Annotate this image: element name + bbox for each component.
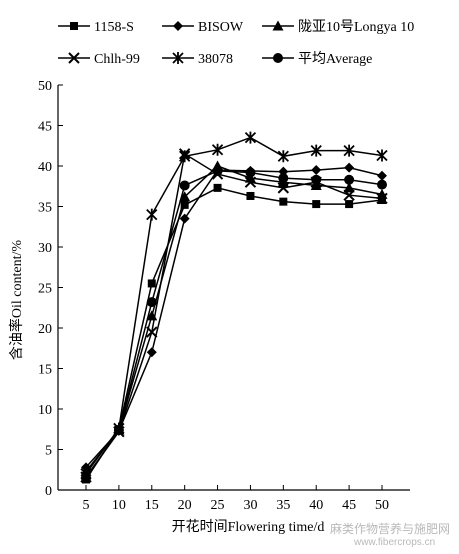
x-tick-label: 10 (112, 498, 126, 513)
data-point-marker (244, 176, 257, 188)
x-tick-label: 35 (276, 498, 290, 513)
x-tick-label: 30 (243, 498, 257, 513)
legend-item: Chlh-99 (58, 52, 140, 67)
data-point-marker (277, 150, 289, 163)
data-point-marker (344, 162, 355, 173)
y-tick-label: 5 (45, 444, 52, 459)
legend-label: Chlh-99 (94, 52, 140, 67)
data-point-marker (213, 183, 222, 192)
data-point-marker (244, 131, 257, 144)
data-point-marker (146, 347, 157, 358)
data-point-marker (212, 165, 223, 176)
legend-label: 38078 (198, 52, 233, 67)
data-point-marker (146, 310, 158, 321)
series-line-2 (85, 166, 383, 468)
y-tick-label: 0 (45, 484, 52, 499)
x-tick-label: 40 (309, 498, 323, 513)
x-tick-label: 15 (145, 498, 159, 513)
data-point-marker (211, 143, 224, 156)
legend-marker (273, 53, 283, 63)
y-tick-label: 35 (38, 201, 52, 216)
data-point-marker (311, 174, 322, 185)
y-axis-title: 含油率Oil content/% (8, 240, 25, 360)
data-point-marker (245, 167, 256, 178)
y-tick-label: 15 (38, 363, 52, 378)
data-point-marker (312, 200, 321, 209)
series-line-1 (85, 187, 383, 480)
legend-marker (172, 52, 184, 64)
data-point-marker (146, 208, 158, 221)
y-tick-label: 50 (38, 79, 52, 94)
data-point-marker (81, 472, 91, 483)
x-tick-label: 50 (375, 498, 389, 513)
watermark-url: www.fibercrops.cn (354, 537, 436, 548)
data-point-marker (113, 425, 124, 436)
legend-label: BISOW (198, 20, 244, 35)
legend-label: 1158-S (94, 20, 134, 35)
data-point-marker (343, 189, 355, 201)
series-lines (85, 136, 383, 480)
data-point-marker (278, 173, 289, 184)
legend-item: 1158-S (58, 20, 134, 35)
legend-marker (272, 20, 284, 31)
series-line-6 (85, 170, 383, 479)
legend-marker (173, 21, 183, 31)
y-tick-label: 20 (38, 322, 52, 337)
series-line-3 (85, 165, 383, 472)
data-point-marker (179, 150, 191, 163)
data-point-marker (376, 192, 388, 205)
axes (57, 85, 410, 491)
legend-item: 平均Average (262, 51, 372, 67)
data-point-marker (311, 165, 322, 176)
data-point-marker (343, 182, 355, 193)
x-tick-label: 45 (342, 498, 356, 513)
data-point-marker (310, 179, 322, 190)
watermark-site-name: 麻类作物营养与施肥网 (330, 522, 451, 536)
data-point-marker (378, 196, 386, 205)
legend-marker (68, 52, 80, 64)
x-tick-label: 5 (83, 498, 90, 513)
series-markers (80, 131, 388, 484)
legend: 1158-S BISOW 陇亚10号Longya 10 Chlh-99 38078 平均A… (58, 19, 414, 67)
y-tick-label: 45 (38, 120, 52, 135)
y-tick-label: 10 (38, 403, 52, 418)
data-point-marker (146, 297, 157, 308)
legend-item: 38078 (162, 52, 233, 67)
series-line-4 (85, 152, 383, 478)
data-point-marker (179, 191, 191, 202)
legend-item: 陇亚10号Longya 10 (262, 19, 414, 35)
legend-item: BISOW (162, 20, 244, 35)
data-point-marker (279, 197, 288, 206)
data-point-marker (376, 149, 388, 162)
x-tick-label: 20 (178, 498, 192, 513)
legend-label: 陇亚10号Longya 10 (298, 19, 414, 35)
data-point-marker (343, 144, 355, 157)
series-line-5 (85, 136, 383, 475)
data-point-marker (246, 191, 255, 200)
data-point-marker (345, 200, 354, 209)
data-point-marker (310, 144, 322, 157)
y-tick-label: 40 (38, 160, 52, 175)
data-point-marker (377, 170, 387, 181)
data-point-marker (179, 213, 190, 224)
legend-marker (70, 22, 78, 30)
data-point-marker (277, 182, 290, 194)
legend-label: 平均Average (298, 51, 372, 67)
x-ticks: 5 10 15 20 25 30 35 40 45 50 (83, 485, 389, 513)
data-point-marker (146, 326, 158, 338)
data-point-marker (179, 180, 190, 191)
data-point-marker (344, 174, 355, 185)
y-ticks: 0 5 10 15 20 25 30 35 40 45 50 (38, 79, 63, 499)
y-tick-label: 25 (38, 282, 52, 297)
y-tick-label: 30 (38, 241, 52, 256)
data-point-marker (147, 279, 156, 288)
data-point-marker (180, 200, 189, 209)
watermark: 麻类作物营养与施肥网 www.fibercrops.cn (330, 520, 456, 550)
data-point-marker (377, 179, 387, 190)
x-axis-title: 开花时间Flowering time/d (172, 519, 325, 535)
x-tick-label: 25 (211, 498, 225, 513)
